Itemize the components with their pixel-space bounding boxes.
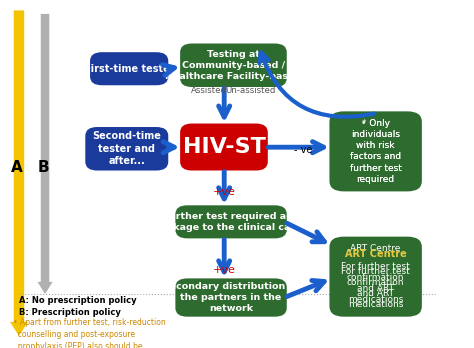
Text: HIV-ST: HIV-ST: [182, 137, 265, 157]
Text: ART Centre: ART Centre: [345, 249, 407, 259]
Text: First-time tester: First-time tester: [84, 64, 174, 74]
Text: For further test
confirmation
and ART
medications: For further test confirmation and ART me…: [341, 262, 410, 304]
Text: Secondary distribution to
the partners in the
network: Secondary distribution to the partners i…: [163, 282, 300, 313]
Text: +ve: +ve: [213, 265, 236, 275]
Polygon shape: [37, 14, 53, 294]
Text: Assisted: Assisted: [191, 86, 227, 95]
Text: • Apart from further test, risk-reduction
  counselling and post-exposure
  prop: • Apart from further test, risk-reductio…: [13, 318, 166, 348]
FancyBboxPatch shape: [90, 52, 168, 85]
FancyBboxPatch shape: [180, 124, 268, 171]
Text: B: B: [38, 159, 49, 175]
Text: Further test required and
linkage to the clinical care: Further test required and linkage to the…: [160, 212, 302, 232]
Text: +ve: +ve: [213, 187, 236, 197]
FancyBboxPatch shape: [180, 44, 287, 87]
Text: A: A: [11, 159, 22, 175]
FancyBboxPatch shape: [329, 237, 422, 317]
Text: Testing at
Community-based /
Healthcare Facility-based: Testing at Community-based / Healthcare …: [165, 50, 301, 81]
FancyBboxPatch shape: [85, 127, 168, 171]
Text: A: No prescription policy: A: No prescription policy: [19, 296, 137, 306]
Text: - ve: - ve: [294, 145, 312, 155]
Text: Second-time
tester and
after...: Second-time tester and after...: [92, 132, 161, 166]
FancyBboxPatch shape: [175, 205, 287, 238]
Text: B: Prescription policy: B: Prescription policy: [19, 308, 121, 317]
Text: * Only
individuals
with risk
factors and
further test
required: * Only individuals with risk factors and…: [350, 119, 401, 184]
FancyBboxPatch shape: [175, 278, 287, 317]
Text: • Only
individuals
with risk
factors and
further test
required: • Only individuals with risk factors and…: [350, 119, 401, 184]
Text: ART Centre

For further test
confirmation
and ART
medications: ART Centre For further test confirmation…: [341, 244, 410, 309]
Text: Un-assisted: Un-assisted: [225, 86, 275, 95]
Polygon shape: [10, 10, 28, 336]
FancyBboxPatch shape: [329, 111, 422, 191]
